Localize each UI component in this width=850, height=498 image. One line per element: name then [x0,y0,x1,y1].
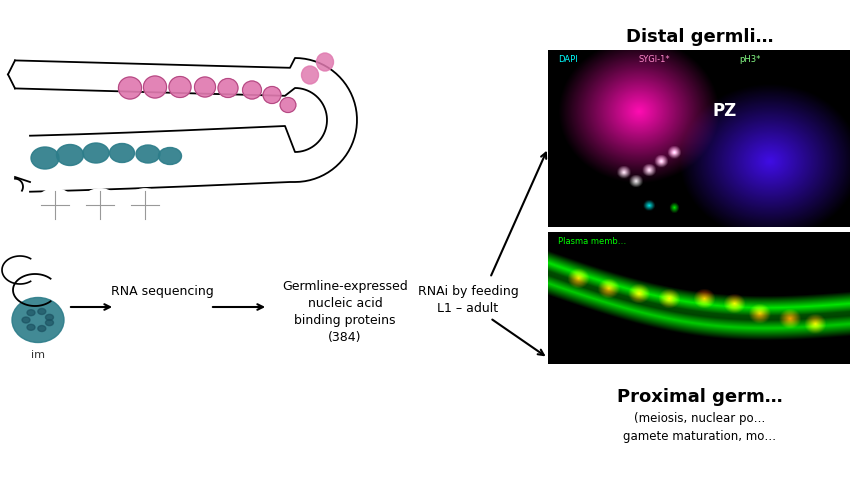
Ellipse shape [36,189,74,221]
Text: im: im [31,350,45,360]
Text: SYGl-1*: SYGl-1* [639,55,671,64]
Ellipse shape [316,53,333,71]
Ellipse shape [83,143,109,163]
Text: Germline-expressed
nucleic acid
binding proteins
(384): Germline-expressed nucleic acid binding … [282,280,408,344]
Ellipse shape [280,98,296,113]
Ellipse shape [81,189,119,221]
Ellipse shape [118,77,142,99]
Ellipse shape [144,76,167,98]
Ellipse shape [45,314,54,320]
Ellipse shape [218,79,238,98]
Text: Distal germli…: Distal germli… [626,28,774,46]
Text: Proximal germ…: Proximal germ… [617,388,783,406]
Ellipse shape [169,77,191,98]
Text: gamete maturation, mo…: gamete maturation, mo… [623,430,777,443]
Ellipse shape [27,310,35,316]
Ellipse shape [136,145,160,163]
Text: Plasma memb…: Plasma memb… [558,237,626,246]
Ellipse shape [37,308,46,314]
Ellipse shape [22,317,30,323]
Ellipse shape [195,77,216,97]
Text: RNA sequencing: RNA sequencing [110,285,213,298]
Ellipse shape [158,147,182,164]
Ellipse shape [110,143,134,162]
Ellipse shape [56,144,83,165]
Ellipse shape [31,147,59,169]
Ellipse shape [12,297,64,343]
Ellipse shape [27,324,35,330]
Ellipse shape [37,326,46,332]
Ellipse shape [242,81,262,99]
Text: PZ: PZ [712,102,736,120]
Text: DAPI: DAPI [558,55,578,64]
Ellipse shape [263,87,280,104]
Ellipse shape [126,189,164,221]
Text: (mitosis, meiotic transit…: (mitosis, meiotic transit… [624,52,776,65]
Text: RNAi by feeding
L1 – adult: RNAi by feeding L1 – adult [417,285,518,315]
Text: pH3*: pH3* [740,55,761,64]
Ellipse shape [302,66,319,84]
Text: (meiosis, nuclear po…: (meiosis, nuclear po… [634,412,766,425]
Ellipse shape [45,320,54,326]
